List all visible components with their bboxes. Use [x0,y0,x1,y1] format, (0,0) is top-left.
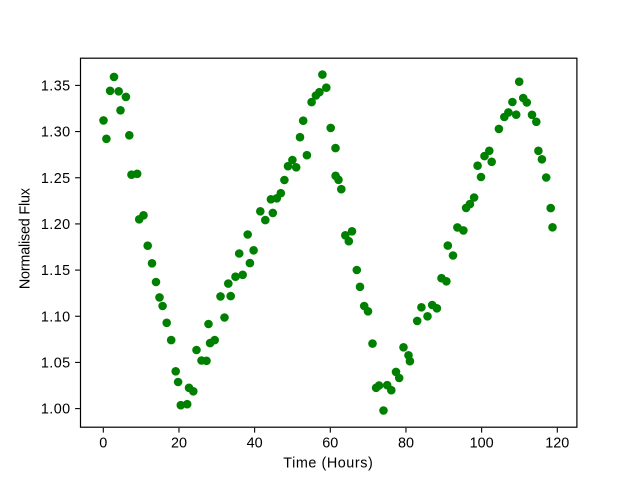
svg-text:Time (Hours): Time (Hours) [283,456,373,472]
svg-text:1.20: 1.20 [41,217,71,233]
svg-text:1.10: 1.10 [41,309,71,325]
svg-text:0: 0 [99,436,107,452]
svg-text:Normalised Flux: Normalised Flux [18,187,34,289]
svg-text:1.35: 1.35 [41,78,71,94]
svg-text:1.00: 1.00 [41,402,71,418]
svg-text:80: 80 [398,436,414,452]
svg-text:1.25: 1.25 [41,171,71,187]
svg-text:60: 60 [322,436,338,452]
svg-text:1.30: 1.30 [41,125,71,141]
svg-text:40: 40 [247,436,263,452]
svg-text:1.05: 1.05 [41,355,71,371]
svg-text:120: 120 [545,436,569,452]
svg-text:100: 100 [470,436,494,452]
svg-text:20: 20 [171,436,187,452]
svg-text:1.15: 1.15 [41,263,71,279]
